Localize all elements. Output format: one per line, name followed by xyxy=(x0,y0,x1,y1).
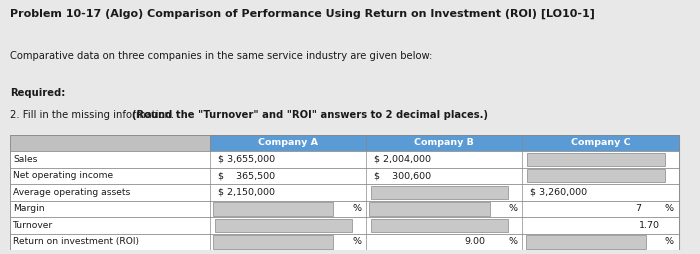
Text: $ 2,004,000: $ 2,004,000 xyxy=(374,155,431,164)
Text: 7: 7 xyxy=(635,204,641,213)
Bar xyxy=(527,153,664,166)
Bar xyxy=(371,219,508,232)
Text: Company C: Company C xyxy=(570,138,630,147)
Text: $    365,500: $ 365,500 xyxy=(218,171,275,180)
Text: Problem 10-17 (Algo) Comparison of Performance Using Return on Investment (ROI) : Problem 10-17 (Algo) Comparison of Perfo… xyxy=(10,9,595,19)
Bar xyxy=(10,234,678,250)
Text: $    300,600: $ 300,600 xyxy=(374,171,431,180)
Text: %: % xyxy=(509,204,517,213)
Bar xyxy=(10,217,678,234)
Text: Company A: Company A xyxy=(258,138,318,147)
Text: Company B: Company B xyxy=(414,138,474,147)
Bar xyxy=(10,201,678,217)
Text: Required:: Required: xyxy=(10,88,65,98)
Text: 9.00: 9.00 xyxy=(464,237,485,246)
Text: Margin: Margin xyxy=(13,204,45,213)
Text: (Round the "Turnover" and "ROI" answers to 2 decimal places.): (Round the "Turnover" and "ROI" answers … xyxy=(132,110,489,120)
Bar xyxy=(10,184,678,201)
Text: %: % xyxy=(352,204,361,213)
Bar xyxy=(214,202,333,215)
Text: Return on investment (ROI): Return on investment (ROI) xyxy=(13,237,139,246)
Bar xyxy=(527,169,664,182)
Bar xyxy=(10,168,678,184)
Bar xyxy=(526,235,646,248)
Bar xyxy=(10,135,210,151)
Text: %: % xyxy=(665,237,673,246)
Bar xyxy=(370,202,489,215)
Text: 1.70: 1.70 xyxy=(639,221,660,230)
Bar xyxy=(371,186,508,199)
Text: Sales: Sales xyxy=(13,155,38,164)
Text: $ 3,655,000: $ 3,655,000 xyxy=(218,155,275,164)
Text: %: % xyxy=(352,237,361,246)
Text: Turnover: Turnover xyxy=(13,221,53,230)
Text: %: % xyxy=(665,204,673,213)
Bar xyxy=(10,151,678,168)
Text: Average operating assets: Average operating assets xyxy=(13,188,130,197)
Bar xyxy=(215,219,352,232)
Text: Net operating income: Net operating income xyxy=(13,171,113,180)
Bar xyxy=(214,235,333,248)
Text: 2. Fill in the missing information.: 2. Fill in the missing information. xyxy=(10,110,177,120)
Text: $ 2,150,000: $ 2,150,000 xyxy=(218,188,275,197)
Text: $ 3,260,000: $ 3,260,000 xyxy=(531,188,587,197)
Text: %: % xyxy=(509,237,517,246)
Text: Comparative data on three companies in the same service industry are given below: Comparative data on three companies in t… xyxy=(10,51,432,61)
Bar xyxy=(210,135,678,151)
